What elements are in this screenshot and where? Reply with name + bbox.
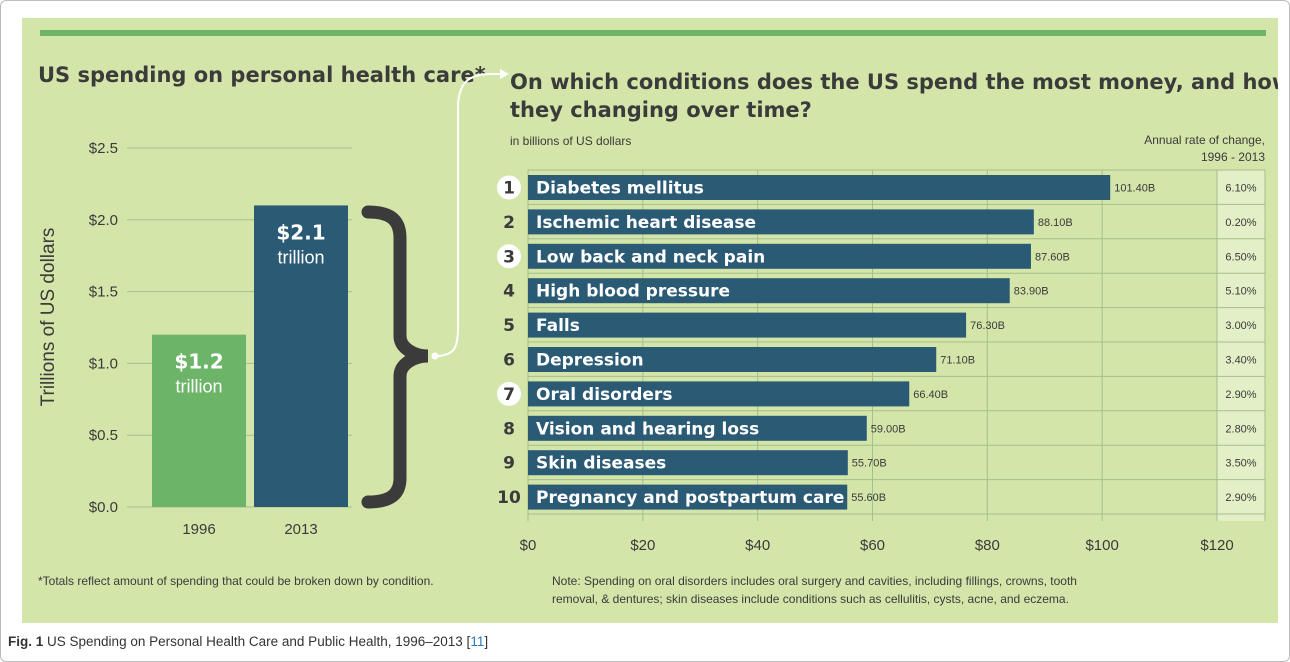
left-y-tick-label: $0.0	[89, 499, 118, 516]
left-x-tick-label: 1996	[182, 521, 215, 538]
left-bar	[254, 205, 348, 507]
caption-text-end: ]	[484, 634, 489, 649]
condition-label: Low back and neck pain	[536, 247, 765, 267]
infographic-chart: US spending on personal health care* Tri…	[38, 63, 1278, 606]
rate-of-change-label: 6.50%	[1225, 251, 1256, 263]
condition-label: Ischemic heart disease	[536, 213, 756, 233]
rank-label: 4	[503, 282, 515, 302]
left-y-tick-label: $1.0	[89, 355, 118, 372]
figure-caption: Fig. 1 US Spending on Personal Health Ca…	[8, 634, 488, 649]
condition-bar	[528, 243, 1031, 269]
condition-bar	[528, 278, 1010, 304]
connector-dot	[431, 352, 439, 360]
left-footnote: *Totals reflect amount of spending that …	[38, 574, 434, 588]
left-bars: $1.2 trillion 1996 $2.1 trillion 2013	[152, 205, 348, 538]
top-accent-bar	[40, 30, 1266, 36]
rate-of-change-label: 6.10%	[1225, 183, 1256, 195]
right-x-tick-label: $100	[1085, 537, 1118, 554]
left-y-tick-label: $1.5	[89, 284, 118, 301]
condition-bar	[528, 484, 848, 510]
rank-label: 8	[503, 419, 515, 439]
rate-header-line2: 1996 - 2013	[1201, 150, 1265, 164]
right-x-tick-label: $20	[630, 537, 655, 554]
rank-highlight-circle	[497, 244, 521, 269]
curly-brace	[361, 205, 429, 509]
bar-value-label: 55.70B	[852, 458, 887, 470]
right-note-line1: Note: Spending on oral disorders include…	[552, 574, 1077, 588]
condition-bar	[528, 209, 1034, 235]
left-bar-unit-label: trillion	[277, 247, 324, 267]
right-x-tick-label: $0	[520, 537, 537, 554]
rank-label: 10	[497, 488, 521, 508]
left-bar-value-label: $1.2	[174, 350, 223, 374]
condition-bar	[528, 415, 867, 441]
connector-arrow	[434, 73, 500, 357]
right-x-tick-label: $80	[975, 537, 1000, 554]
condition-label: Diabetes mellitus	[536, 179, 704, 199]
right-chart-title-line1: On which conditions does the US spend th…	[510, 70, 1278, 94]
rate-column-background	[1217, 170, 1265, 521]
rate-of-change-label: 5.10%	[1225, 286, 1256, 298]
left-y-axis-label: Trillions of US dollars	[38, 228, 59, 407]
right-bars: 1 Diabetes mellitus 101.40B 6.10% 2 Ischemic …	[497, 175, 1257, 510]
condition-label: Falls	[536, 316, 580, 336]
rate-of-change-label: 2.90%	[1225, 492, 1256, 504]
right-note-line2: removal, & dentures; skin diseases inclu…	[552, 592, 1069, 606]
left-bar-value-label: $2.1	[276, 220, 325, 244]
caption-text: US Spending on Personal Health Care and …	[43, 634, 471, 649]
condition-label: Pregnancy and postpartum care	[536, 488, 844, 508]
rate-header-line1: Annual rate of change,	[1144, 133, 1265, 147]
rate-of-change-label: 2.80%	[1225, 423, 1256, 435]
right-x-tick-label: $40	[745, 537, 770, 554]
rank-label: 3	[503, 247, 515, 267]
rank-label: 1	[503, 179, 515, 199]
bar-value-label: 101.40B	[1114, 183, 1155, 195]
rate-of-change-label: 3.40%	[1225, 355, 1256, 367]
left-y-tick-label: $2.5	[89, 140, 118, 157]
rank-label: 7	[503, 385, 515, 405]
right-chart-title-line2: they changing over time?	[510, 98, 812, 122]
left-bar	[152, 334, 246, 507]
left-y-tick-label: $0.5	[89, 427, 118, 444]
rank-label: 5	[503, 316, 515, 336]
left-bar-unit-label: trillion	[175, 377, 222, 397]
rank-label: 9	[503, 454, 515, 474]
bar-value-label: 55.60B	[851, 492, 886, 504]
condition-label: High blood pressure	[536, 282, 730, 302]
rate-of-change-label: 2.90%	[1225, 389, 1256, 401]
left-x-tick-label: 2013	[284, 521, 317, 538]
caption-reference-link[interactable]: 11	[470, 634, 485, 649]
left-chart-title: US spending on personal health care*	[38, 63, 486, 87]
condition-bar	[528, 347, 937, 372]
bar-value-label: 88.10B	[1038, 217, 1073, 229]
arrowhead-icon	[500, 69, 509, 79]
left-y-tick-label: $2.0	[89, 212, 118, 229]
rate-of-change-label: 3.00%	[1225, 320, 1256, 332]
rate-of-change-label: 3.50%	[1225, 458, 1256, 470]
rank-label: 6	[503, 351, 515, 371]
condition-bar	[528, 450, 848, 476]
condition-label: Skin diseases	[536, 454, 666, 474]
condition-bar	[528, 175, 1111, 200]
bar-value-label: 83.90B	[1014, 286, 1049, 298]
bar-value-label: 76.30B	[970, 320, 1005, 332]
right-x-tick-label: $60	[860, 537, 885, 554]
rank-highlight-circle	[497, 175, 521, 200]
rank-label: 2	[503, 213, 515, 233]
condition-label: Depression	[536, 351, 644, 371]
bar-value-label: 87.60B	[1035, 251, 1070, 263]
right-x-tick-label: $120	[1200, 537, 1233, 554]
bar-value-label: 66.40B	[913, 389, 948, 401]
condition-bar	[528, 381, 910, 407]
condition-bar	[528, 312, 967, 338]
bar-value-label: 71.10B	[940, 355, 975, 367]
bar-value-label: 59.00B	[871, 423, 906, 435]
right-chart-subtitle: in billions of US dollars	[510, 134, 631, 148]
condition-label: Oral disorders	[536, 385, 672, 405]
rank-highlight-circle	[497, 381, 521, 406]
condition-label: Vision and hearing loss	[536, 419, 759, 439]
caption-label: Fig. 1	[8, 634, 44, 649]
rate-of-change-label: 0.20%	[1225, 217, 1256, 229]
